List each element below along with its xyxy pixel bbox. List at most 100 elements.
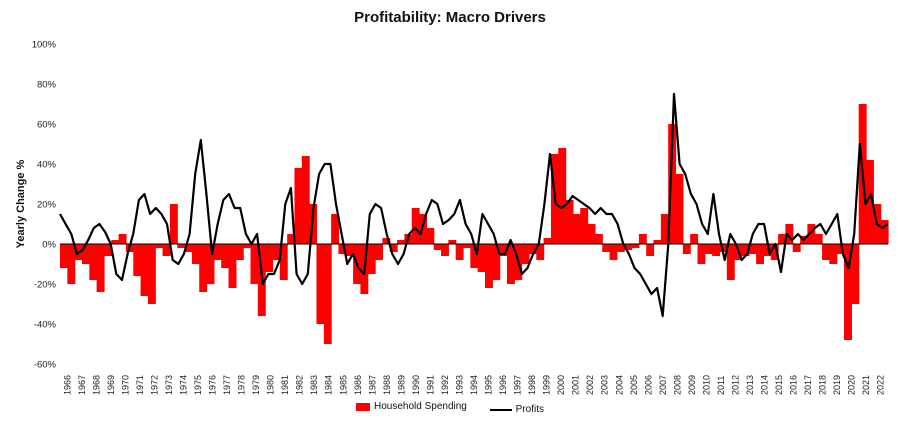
household-spending-bar <box>184 244 193 252</box>
household-spending-bar <box>580 208 589 244</box>
household-spending-bar <box>228 244 237 288</box>
household-spending-bar <box>609 244 618 260</box>
household-spending-bar <box>463 244 471 248</box>
household-spending-bar <box>814 234 823 244</box>
household-spending-bar <box>836 244 845 254</box>
x-tick-label: 1979 <box>251 375 261 395</box>
household-spending-bar <box>851 244 860 304</box>
household-spending-bar <box>272 244 281 260</box>
household-spending-bar <box>221 244 230 268</box>
household-spending-bar <box>60 244 68 268</box>
legend-item-household-spending: Household Spending <box>356 401 467 412</box>
x-tick-label: 2020 <box>847 375 857 395</box>
household-spending-bar <box>265 244 274 272</box>
x-tick-label: 2012 <box>730 375 740 395</box>
household-spending-bar <box>492 244 501 280</box>
x-tick-label: 1999 <box>542 375 552 395</box>
household-spending-bar <box>866 160 874 244</box>
household-spending-bar <box>448 240 457 244</box>
household-spending-bar <box>206 244 215 284</box>
household-spending-bar <box>294 168 303 244</box>
y-tick-label: -40% <box>34 320 57 331</box>
y-tick-label: 60% <box>37 120 57 131</box>
household-spending-bar <box>653 240 662 244</box>
household-spending-bar <box>169 204 178 244</box>
x-tick-label: 1970 <box>120 375 130 395</box>
household-spending-bar <box>345 244 354 256</box>
household-spending-bar <box>191 244 200 264</box>
x-tick-label: 1971 <box>135 375 145 395</box>
household-spending-bar <box>748 244 757 254</box>
x-tick-label: 2001 <box>571 375 581 395</box>
y-tick-label: 40% <box>37 160 57 171</box>
household-spending-bar <box>199 244 208 292</box>
x-tick-label: 2009 <box>687 375 697 395</box>
household-spending-bar <box>103 244 112 256</box>
household-spending-bar <box>844 244 852 340</box>
household-spending-bar <box>250 244 259 284</box>
household-spending-bar <box>331 214 340 244</box>
household-spending-bar <box>441 244 449 256</box>
x-tick-label: 2021 <box>861 375 871 395</box>
x-tick-label: 1978 <box>237 375 247 395</box>
x-tick-label: 2004 <box>614 375 624 395</box>
y-tick-label: 20% <box>37 200 57 211</box>
household-spending-bar <box>177 244 186 248</box>
household-spending-bar <box>375 244 384 260</box>
household-spending-bar <box>668 124 677 244</box>
y-tick-label: -60% <box>34 360 57 371</box>
household-spending-bar <box>140 244 149 296</box>
household-spending-bar <box>880 220 889 244</box>
x-tick-label: 1966 <box>62 375 72 395</box>
household-spending-bar <box>602 244 611 252</box>
household-spending-bar <box>565 200 574 244</box>
x-tick-label: 2015 <box>774 375 784 395</box>
chart-title: Profitability: Macro Drivers <box>354 9 546 26</box>
x-tick-label: 1987 <box>367 375 377 395</box>
x-tick-label: 1995 <box>484 375 494 395</box>
household-spending-bar <box>521 244 530 264</box>
x-tick-label: 1998 <box>527 375 537 395</box>
household-spending-bar <box>829 244 838 264</box>
household-spending-bar <box>397 240 405 244</box>
x-tick-label: 2013 <box>745 375 755 395</box>
household-spending-bar <box>89 244 98 280</box>
household-spending-bar <box>506 244 515 284</box>
household-spending-bar <box>646 244 655 256</box>
legend-label-profits: Profits <box>515 404 544 415</box>
household-spending-bar <box>484 244 493 288</box>
household-spending-bar <box>624 244 633 250</box>
x-tick-label: 1997 <box>513 375 523 395</box>
household-spending-bar <box>477 244 486 272</box>
household-spending-bar <box>741 244 750 256</box>
household-spending-bar <box>111 240 120 244</box>
profits-swatch <box>489 408 512 411</box>
x-tick-label: 1980 <box>266 375 276 395</box>
x-tick-label: 1994 <box>469 375 479 395</box>
x-tick-label: 1969 <box>106 375 116 395</box>
household-spending-bar <box>81 244 90 264</box>
household-spending-bar <box>455 244 464 260</box>
x-tick-label: 1974 <box>178 375 188 395</box>
x-tick-label: 2022 <box>876 375 886 395</box>
household-spending-bar <box>426 228 435 244</box>
household-spending-bar <box>499 244 508 256</box>
household-spending-bar <box>726 244 735 280</box>
x-tick-label: 1985 <box>338 375 348 395</box>
x-tick-label: 1991 <box>425 375 435 395</box>
household-spending-bar <box>792 244 801 252</box>
x-tick-label: 1990 <box>411 375 421 395</box>
x-tick-label: 2010 <box>701 375 711 395</box>
household-spending-bar <box>287 234 296 244</box>
household-spending-bar <box>807 224 816 244</box>
household-spending-bar <box>822 244 830 260</box>
x-tick-label: 2007 <box>658 375 668 395</box>
household-spending-bar <box>323 244 332 344</box>
household-spending-bar <box>235 244 244 260</box>
household-spending-bar <box>682 244 691 254</box>
household-spending-bar <box>301 156 310 244</box>
household-spending-bar <box>243 244 252 248</box>
x-tick-label: 1989 <box>396 375 406 395</box>
x-tick-label: 2005 <box>629 375 639 395</box>
